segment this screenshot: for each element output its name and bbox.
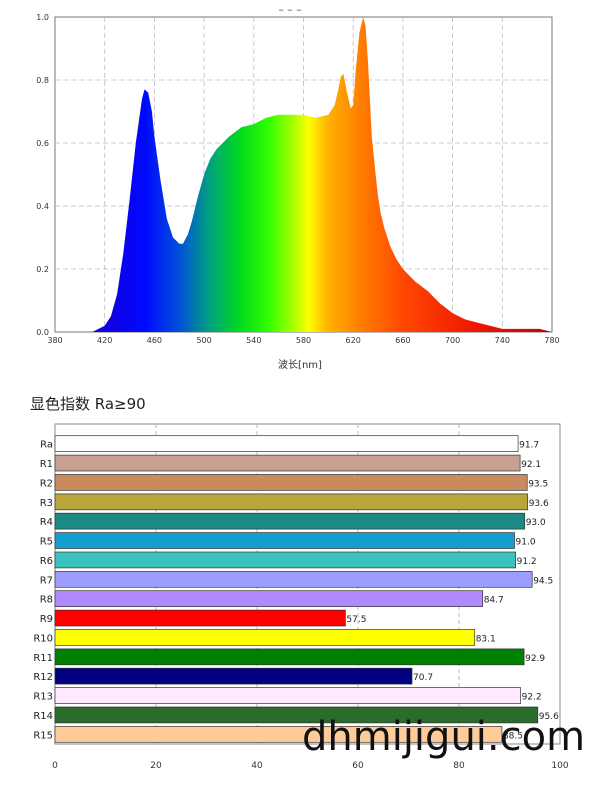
spectrum-y-tick: 0.0: [36, 328, 49, 337]
cri-category-label: R5: [40, 537, 53, 548]
cri-category-label: R12: [33, 672, 53, 683]
spectrum-y-tick: 0.8: [36, 76, 49, 85]
cri-category-label: R7: [40, 575, 53, 586]
spectrum-x-tick: 780: [544, 336, 559, 345]
cri-x-tick: 20: [150, 761, 162, 771]
cri-axis-ticks: 0 20 40 60 80 100: [52, 761, 569, 771]
cri-value-label: 88.5: [503, 731, 523, 741]
spectrum-x-label: 波长[nm]: [278, 358, 322, 371]
spectrum-area: [55, 17, 552, 332]
cri-category-label: R14: [33, 711, 53, 722]
spectrum-x-tick: 740: [495, 336, 510, 345]
cri-bar-r3: [54, 493, 529, 511]
cri-value-label: 70.7: [413, 673, 433, 683]
cri-value-label: 84.7: [484, 596, 504, 606]
cri-bar-r15: [54, 726, 503, 743]
cri-bar-r5: [54, 532, 515, 549]
spectrum-header: – – –: [278, 3, 302, 16]
cri-x-tick: 40: [251, 761, 263, 771]
cri-bar-r10: [54, 629, 476, 646]
spectrum-y-tick: 0.4: [36, 202, 49, 211]
spectrum-x-tick: 500: [196, 336, 211, 345]
cri-bar-chart: Ra 91.7 R1 92.1 R2 93.5 R3 93.6 R4 93.0 R5 91.0 R6 91…: [33, 423, 569, 771]
watermark-text: dhmijigui.com: [302, 714, 586, 760]
cri-value-label: 93.6: [529, 499, 549, 509]
cri-category-label: Ra: [40, 440, 53, 451]
spectrum-x-tick: 420: [97, 336, 112, 345]
cri-category-label: R6: [40, 556, 53, 567]
cri-category-label: R10: [33, 633, 53, 644]
cri-value-label: 91.7: [519, 441, 539, 451]
spectrum-chart: – – – 380 420 460 500 540 580 620 660 700 740 780 0…: [36, 3, 559, 371]
cri-bar-r1: [54, 454, 521, 472]
cri-bar-r11: [54, 648, 525, 666]
cri-category-label: R15: [33, 730, 53, 741]
cri-bar-r9: [54, 609, 346, 627]
cri-category-label: R3: [40, 498, 53, 509]
cri-value-label: 95.6: [539, 712, 559, 722]
spectrum-x-tick: 620: [346, 336, 361, 345]
cri-x-tick: 100: [551, 761, 568, 771]
cri-x-tick: 0: [52, 761, 58, 771]
cri-category-label: R2: [40, 478, 53, 489]
cri-category-label: R9: [40, 614, 53, 625]
cri-category-label: R4: [40, 517, 53, 528]
cri-chart-title: 显色指数 Ra≥90: [30, 395, 146, 413]
cri-value-label: 92.2: [522, 693, 542, 703]
spectrum-x-tick: 460: [147, 336, 162, 345]
spectrum-x-tick: 540: [246, 336, 261, 345]
spectrum-x-tick: 700: [445, 336, 460, 345]
cri-bar-r12: [54, 667, 413, 685]
cri-bar-r13: [54, 687, 521, 704]
spectrum-x-tick: 660: [395, 336, 410, 345]
cri-x-tick: 80: [453, 761, 465, 771]
cri-bar-r6: [54, 551, 516, 569]
cri-value-label: 57.5: [346, 615, 366, 625]
cri-bar-r8: [54, 590, 484, 607]
spectrum-x-tick: 580: [296, 336, 311, 345]
cri-bars: Ra 91.7 R1 92.1 R2 93.5 R3 93.6 R4 93.0 R5 91.0 R6 91…: [33, 435, 559, 743]
cri-value-label: 91.2: [517, 557, 537, 567]
spectrum-x-tick: 380: [47, 336, 62, 345]
spectrum-y-tick: 0.2: [36, 265, 49, 274]
cri-category-label: R8: [40, 595, 53, 606]
cri-bar-r7: [54, 571, 533, 588]
cri-bar-ra: [54, 435, 519, 452]
cri-bar-r4: [54, 512, 526, 530]
cri-value-label: 83.1: [476, 634, 496, 644]
cri-category-label: R13: [33, 692, 53, 703]
cri-value-label: 92.1: [521, 460, 541, 470]
spectrum-axis-ticks: 380 420 460 500 540 580 620 660 700 740 780 0.0 0.2 0…: [36, 13, 559, 345]
cri-value-label: 94.5: [533, 576, 553, 586]
cri-value-label: 93.5: [528, 479, 548, 489]
cri-x-tick: 60: [352, 761, 364, 771]
spectrum-y-tick: 0.6: [36, 139, 49, 148]
cri-value-label: 91.0: [516, 538, 536, 548]
cri-category-label: R1: [40, 459, 53, 470]
cri-bar-r2: [54, 474, 528, 491]
spectrum-y-tick: 1.0: [36, 13, 49, 22]
cri-value-label: 93.0: [526, 518, 546, 528]
cri-bar-r14: [54, 706, 539, 724]
cri-value-label: 92.9: [525, 654, 545, 664]
cri-category-label: R11: [33, 653, 53, 664]
